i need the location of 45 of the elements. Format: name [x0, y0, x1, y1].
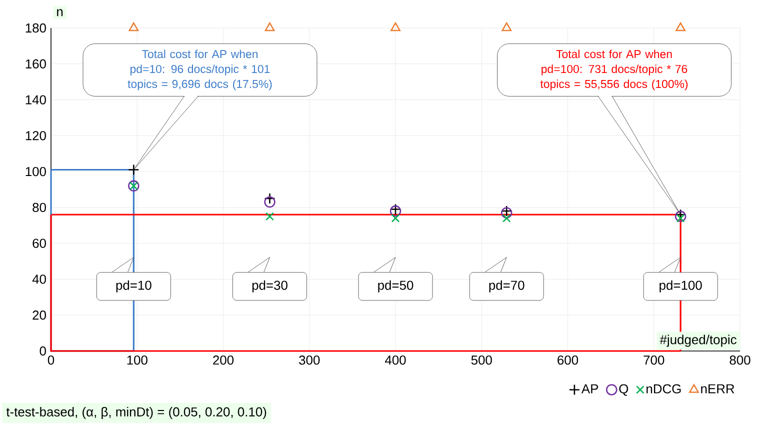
- point: [391, 214, 400, 222]
- x-tick-label: 0: [48, 356, 54, 365]
- annotation: pd=100: [660, 280, 702, 292]
- y-tick-label: 0: [40, 346, 46, 356]
- point: [128, 22, 139, 32]
- point: [676, 214, 685, 222]
- y-axis-title: n: [57, 9, 63, 16]
- x-tick-label: 500: [471, 356, 492, 365]
- x-tick-label: 100: [127, 356, 148, 365]
- legend-label: Q: [619, 384, 628, 396]
- x-tick-label: 700: [644, 356, 664, 365]
- point: [264, 196, 276, 208]
- point: [264, 22, 275, 32]
- y-tick-label: 160: [26, 59, 46, 68]
- legend-label: nERR: [701, 384, 734, 394]
- y-tick-label: 20: [32, 310, 46, 320]
- x-tick-label: 800: [730, 356, 750, 365]
- point: [264, 192, 276, 204]
- y-tick-label: 180: [26, 23, 46, 33]
- x-tick-label: 300: [299, 356, 320, 365]
- y-tick-label: 100: [26, 166, 46, 176]
- legend-label: AP: [581, 384, 598, 394]
- annotation: pd=70: [489, 280, 524, 292]
- text: t-test-based, (α, β, minDt) = (0.05, 0.20, 0.10): [6, 406, 266, 420]
- x-tick-label: 400: [384, 356, 406, 365]
- y-tick-label: 60: [32, 238, 46, 248]
- y-tick-label: 140: [26, 95, 46, 104]
- annotation: Total cost for AP when pd=100: 731 docs/topic * 76 topics = 55,556 docs (100%): [540, 50, 688, 90]
- x-tick-label: 200: [213, 356, 234, 365]
- y-tick-label: 120: [26, 131, 46, 140]
- point: [390, 22, 400, 32]
- annotation: pd=50: [378, 280, 414, 292]
- point: [502, 214, 511, 222]
- point: [676, 22, 686, 32]
- x-tick-label: 600: [558, 356, 578, 365]
- point: [128, 164, 140, 176]
- y-tick-label: 80: [32, 202, 46, 212]
- annotation: Total cost for AP when pd=10: 96 docs/topic * 101 topics = 9,696 docs (17.5%): [128, 50, 272, 90]
- annotation: pd=30: [252, 280, 288, 292]
- x-axis-title: #judged/topic: [660, 334, 736, 347]
- legend-label: nDCG: [646, 384, 681, 394]
- point: [502, 22, 512, 32]
- point: [266, 212, 274, 221]
- annotation: pd=10: [116, 280, 152, 292]
- y-tick-label: 40: [32, 274, 46, 284]
